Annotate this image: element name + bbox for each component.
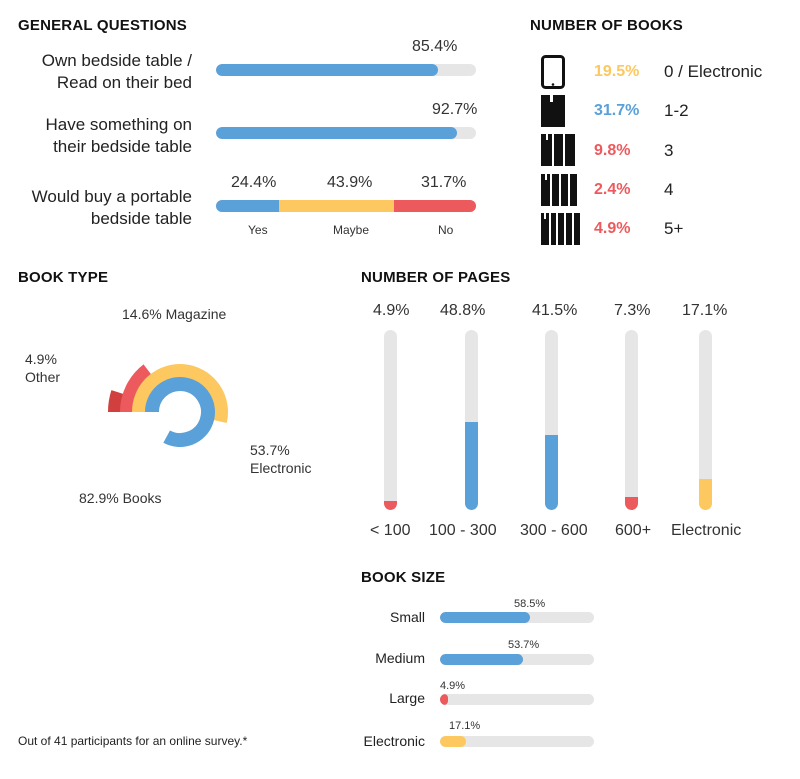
size-value-1: 53.7%: [508, 639, 540, 651]
book-type-magazine-arc: [120, 364, 153, 413]
q1-bar-fill: [216, 64, 439, 76]
pages-label-0: < 100: [370, 522, 411, 539]
book-type-electronic-label: 53.7% Electronic: [250, 441, 311, 477]
pages-value-0: 4.9%: [373, 302, 410, 319]
q2-label-line2: their bedside table: [53, 137, 192, 156]
books-pct-3: 2.4%: [594, 181, 631, 198]
size-value-0: 58.5%: [514, 598, 546, 610]
pages-track-4: [699, 330, 712, 510]
q3-no-segment: [393, 200, 476, 212]
book-type-electronic-name: Electronic: [250, 460, 312, 476]
books-label-4: 5+: [664, 219, 684, 238]
pages-fill-4: [699, 479, 712, 510]
q2-value: 92.7%: [432, 101, 478, 118]
q3-maybe-label: Maybe: [333, 223, 370, 237]
book-type-other-pct: 4.9%: [25, 351, 57, 367]
book-stack-3-icon: [541, 134, 575, 166]
size-fill-3: [440, 736, 467, 747]
footnote: Out of 41 participants for an online sur…: [18, 734, 248, 748]
pages-track-1: [465, 330, 478, 510]
q2-label: Have something on their bedside table: [14, 114, 192, 158]
book-type-other-name: Other: [25, 369, 61, 385]
book-type-electronic-arc: [132, 364, 228, 424]
pages-track-3: [625, 330, 638, 510]
q3-label-line1: Would buy a portable: [31, 187, 192, 206]
q3-stacked-bar: [216, 200, 476, 212]
q1-label: Own bedside table / Read on their bed: [14, 50, 192, 94]
pages-chart: 4.9% < 100 48.8% 100 - 300 41.5% 300 - 6…: [360, 295, 760, 555]
q2-bar-track: [216, 127, 476, 139]
pages-label-2: 300 - 600: [520, 522, 588, 539]
size-label-1: Medium: [375, 650, 425, 666]
size-label-3: Electronic: [363, 733, 425, 749]
q1-value: 85.4%: [412, 38, 458, 55]
size-label-2: Large: [389, 690, 425, 706]
pages-track-2: [545, 330, 558, 510]
q3-label: Would buy a portable bedside table: [14, 186, 192, 230]
book-type-donut: [108, 364, 228, 447]
pages-value-2: 41.5%: [532, 302, 578, 319]
books-label-3: 4: [664, 180, 674, 199]
book-stack-5-icon: [541, 213, 580, 245]
book-type-other-label: 4.9% Other: [25, 350, 60, 386]
q1-label-line1: Own bedside table /: [41, 51, 192, 70]
q1-label-line2: Read on their bed: [56, 73, 192, 92]
pages-fill-3: [625, 496, 638, 510]
q3-yes-segment: [216, 200, 280, 212]
book-stack-4-icon: [541, 174, 577, 206]
book-stack-1-icon: [541, 95, 565, 127]
q3-label-line2: bedside table: [90, 209, 192, 228]
book-size-heading: BOOK SIZE: [361, 569, 446, 586]
size-track-2: [440, 694, 594, 705]
pages-label-1: 100 - 300: [429, 522, 497, 539]
book-type-electronic-pct: 53.7%: [250, 442, 290, 458]
q3-yes-label: Yes: [248, 223, 268, 237]
number-of-books-heading: NUMBER OF BOOKS: [530, 17, 683, 34]
q1-bar-track: [216, 64, 476, 76]
size-track-3: [440, 736, 594, 747]
number-of-pages-heading: NUMBER OF PAGES: [361, 269, 511, 286]
pages-fill-2: [545, 435, 558, 510]
pages-label-3: 600+: [615, 522, 652, 539]
book-type-books-label: 82.9% Books: [79, 490, 162, 506]
q3-no-label: No: [438, 223, 454, 237]
books-label-1: 1-2: [664, 101, 689, 120]
pages-value-3: 7.3%: [614, 302, 651, 319]
book-type-magazine-label: 14.6% Magazine: [122, 306, 227, 322]
size-fill-0: [440, 612, 531, 623]
book-type-books-arc: [145, 377, 215, 447]
q2-bar-fill: [216, 127, 458, 139]
pages-fill-0: [384, 501, 397, 510]
pages-fill-1: [465, 422, 478, 510]
general-questions-heading: GENERAL QUESTIONS: [18, 17, 187, 34]
size-value-2: 4.9%: [440, 680, 466, 692]
q3-maybe-value: 43.9%: [327, 174, 373, 191]
size-fill-1: [440, 654, 523, 665]
tablet-icon: [541, 55, 565, 89]
size-track-1: [440, 654, 594, 665]
books-pct-0: 19.5%: [594, 63, 640, 80]
book-type-heading: BOOK TYPE: [18, 269, 109, 286]
q3-yes-value: 24.4%: [231, 174, 277, 191]
q3-maybe-segment: [279, 200, 394, 212]
book-type-other-arc: [108, 390, 125, 413]
books-label-2: 3: [664, 141, 674, 160]
pages-label-4: Electronic: [671, 522, 742, 539]
q2-label-line1: Have something on: [45, 115, 192, 134]
size-fill-2: [440, 694, 448, 705]
books-pct-1: 31.7%: [594, 102, 640, 119]
size-label-0: Small: [389, 609, 425, 625]
pages-value-1: 48.8%: [440, 302, 486, 319]
q3-no-value: 31.7%: [421, 174, 467, 191]
books-pct-4: 4.9%: [594, 220, 631, 237]
size-track-0: [440, 612, 594, 623]
books-pct-2: 9.8%: [594, 142, 631, 159]
books-label-0: 0 / Electronic: [664, 62, 763, 81]
pages-value-4: 17.1%: [682, 302, 728, 319]
pages-track-0: [384, 330, 397, 510]
size-value-3: 17.1%: [449, 720, 481, 732]
